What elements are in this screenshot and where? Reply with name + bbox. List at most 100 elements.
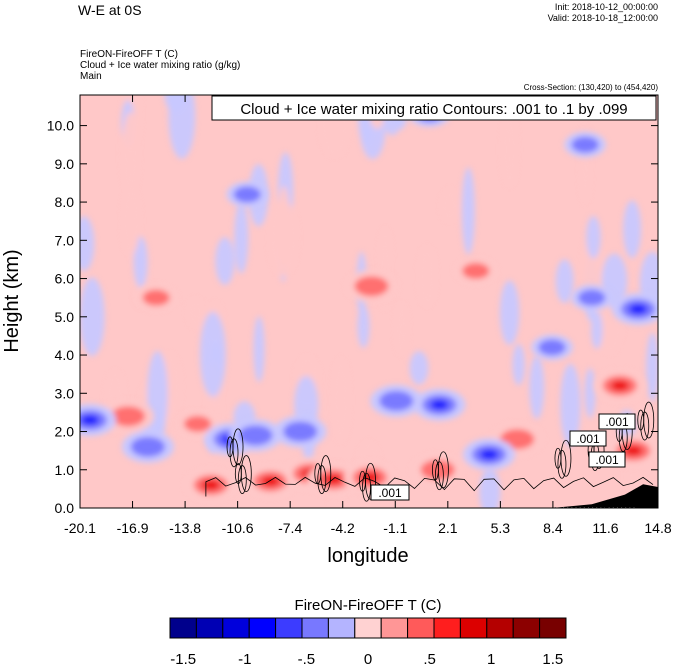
field-streak (499, 280, 520, 346)
colorbar-swatch (169, 617, 197, 639)
field-streak (512, 343, 525, 386)
field-streak (80, 216, 95, 271)
field-streak (122, 186, 140, 256)
x-tick-label: 14.8 (644, 520, 671, 536)
x-tick-label: -10.6 (222, 520, 254, 536)
anomaly-core (138, 441, 157, 452)
field-streak (332, 358, 349, 443)
valid-time: Valid: 2018-10-18_12:00:00 (547, 13, 658, 23)
contour-value-label: .001 (370, 484, 410, 501)
colorbar-tick-label: 0 (364, 651, 372, 667)
contour-info-box (211, 95, 657, 121)
subtitle-domain: Main (80, 71, 102, 82)
cloud-contour (317, 465, 327, 494)
plot-frame (79, 94, 659, 509)
contour-value-label: .001 (588, 451, 626, 468)
colorbar-title: FireON-FireOFF T (C) (295, 597, 442, 614)
y-tick-label: 8.0 (55, 194, 75, 210)
y-tick-label: 0.0 (55, 500, 75, 516)
field-streak (441, 189, 458, 222)
field-streak (591, 310, 603, 349)
x-tick-label: -7.4 (278, 520, 302, 536)
colorbar-tick-label: -.5 (298, 651, 316, 667)
field-streak (168, 95, 196, 159)
field-streak (234, 201, 249, 274)
field-streak (133, 236, 148, 288)
cloud-contour (229, 438, 239, 468)
anomaly-core (428, 464, 447, 475)
contour-info-text: Cloud + Ice water mixing ratio Contours:… (240, 101, 627, 118)
y-tick-label: 4.0 (55, 347, 75, 363)
cloud-contour (320, 455, 332, 492)
field-streak (646, 332, 658, 402)
colorbar-tick-label: 1.5 (542, 651, 563, 667)
cloud-contour (240, 455, 252, 492)
cross-section-label: Cross-Section: (130,420) to (454,420) (523, 83, 658, 92)
field-streak (395, 303, 408, 355)
y-tick-label: 7.0 (55, 232, 75, 248)
init-time: Init: 2018-10-12_00:00:00 (554, 2, 658, 12)
anomaly-core (480, 449, 499, 460)
subtitle-contour: Cloud + Ice water mixing ratio (g/kg) (80, 60, 241, 71)
y-tick-label: 5.0 (55, 309, 75, 325)
field-streak (199, 311, 226, 397)
cloud-contour (232, 428, 244, 466)
field-streak (461, 167, 475, 255)
anomaly-core (201, 480, 220, 491)
y-tick-label: 10.0 (47, 118, 74, 134)
colorbar-swatch (275, 617, 303, 639)
x-axis-label: longitude (327, 545, 408, 567)
field-streak (187, 298, 204, 328)
contour-value-label: .001 (598, 413, 636, 430)
subtitle-variable: FireON-FireOFF T (C) (80, 49, 178, 60)
field-streak (409, 351, 429, 385)
field-streak (623, 200, 642, 259)
colorbar-tick-label: .5 (423, 651, 436, 667)
y-tick-label: 3.0 (55, 385, 75, 401)
field-streak (418, 246, 436, 307)
colorbar-swatch (354, 617, 382, 639)
cloud-contour (237, 465, 247, 494)
cloud-contour (560, 439, 572, 477)
anomaly-mid (283, 421, 318, 442)
y-tick-label: 6.0 (55, 271, 75, 287)
x-tick-label: -4.2 (331, 520, 355, 536)
anomaly-mid (233, 186, 261, 203)
anomaly-mid (462, 262, 490, 279)
time-info: Init: 2018-10-12_00:00:00 Valid: 2018-10… (548, 2, 658, 24)
x-tick-label: -16.9 (117, 520, 149, 536)
anomaly-mid (142, 289, 170, 306)
plot-title: W-E at 0S (78, 2, 142, 18)
field-streak (164, 95, 186, 112)
colorbar-tick-label: -1 (238, 651, 251, 667)
colorbar-swatch (459, 617, 488, 639)
field-streak (586, 215, 601, 259)
cloud-contour (643, 401, 655, 439)
contour-value-label: .001 (569, 430, 607, 447)
field-streak (269, 199, 298, 277)
anomaly-core (324, 474, 343, 485)
colorbar-swatch (222, 617, 250, 639)
cloud-contour-band (205, 476, 654, 497)
cloud-contour (640, 411, 650, 441)
field-streak (215, 237, 235, 285)
x-tick-label: 11.6 (592, 520, 618, 536)
field-streak (121, 111, 139, 196)
y-tick-label: 1.0 (55, 462, 75, 478)
contour-value-text: .001 (378, 486, 402, 500)
contour-value-text: .001 (595, 453, 619, 467)
temperature-field (80, 95, 658, 508)
field-streak (555, 259, 574, 304)
colorbar-swatch (327, 617, 356, 639)
colorbar-tick-label: 1 (487, 651, 495, 667)
terrain-profile (552, 484, 658, 508)
field-streak (253, 316, 265, 383)
anomaly-core (80, 415, 99, 426)
anomaly-mid (354, 276, 389, 297)
colorbar-swatch (539, 617, 567, 639)
field-anomalies (80, 101, 658, 502)
cloud-contour (557, 449, 567, 479)
x-tick-label: -20.1 (64, 520, 96, 536)
anomaly-core (119, 411, 138, 422)
contour-value-text: .001 (576, 432, 600, 446)
